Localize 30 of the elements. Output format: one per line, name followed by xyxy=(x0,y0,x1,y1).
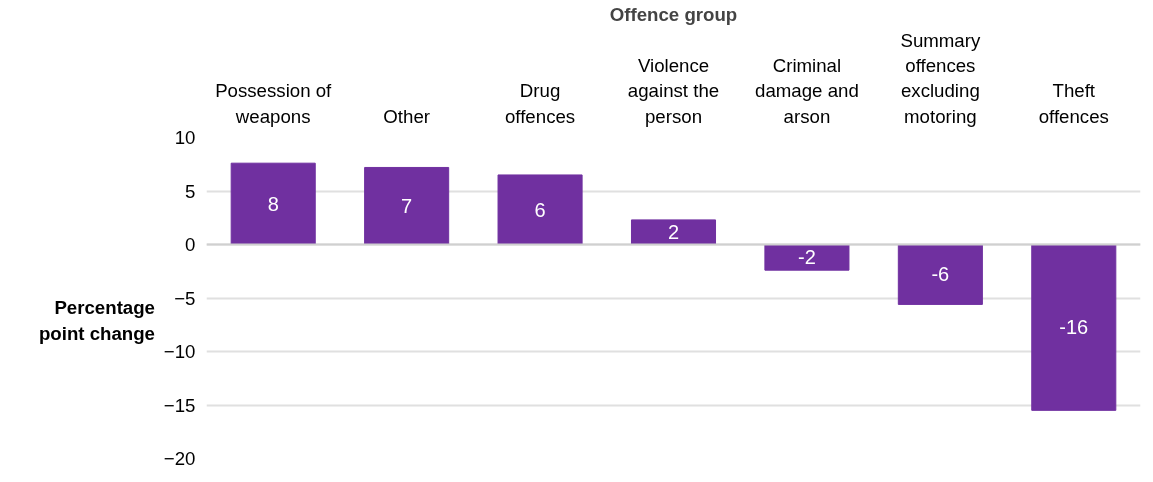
bar xyxy=(630,219,717,245)
bar xyxy=(497,174,583,245)
bar xyxy=(230,162,316,245)
x-tick-label: Possession of weapons xyxy=(215,80,333,127)
x-tick-label: Criminal damage and arson xyxy=(755,55,859,127)
x-tick-label: Drug offences xyxy=(504,80,576,127)
bar xyxy=(764,244,850,271)
y-tick-label: −15 xyxy=(163,394,196,416)
data-label: 6 xyxy=(534,198,546,221)
data-label: -6 xyxy=(931,263,950,286)
x-tick-label: Summary offences excluding motoring xyxy=(900,29,981,127)
y-tick-label: −20 xyxy=(163,448,196,469)
x-tick-label: Theft offences xyxy=(1038,80,1109,127)
bar xyxy=(364,166,450,245)
data-label: 8 xyxy=(267,192,279,215)
y-tick-label: 10 xyxy=(174,127,196,148)
bar xyxy=(1031,244,1117,411)
x-tick-label: Other xyxy=(383,105,430,127)
x-tick-label: Violence against the person xyxy=(627,55,720,127)
y-tick-label: 0 xyxy=(185,234,196,255)
x-axis-title: Offence group xyxy=(609,3,738,25)
y-axis-title: Percentage point change xyxy=(37,296,155,347)
bar xyxy=(897,244,983,305)
y-tick-label: −10 xyxy=(163,341,196,362)
data-label: 2 xyxy=(667,221,680,244)
y-tick-label: 5 xyxy=(185,180,196,202)
data-label: -16 xyxy=(1059,316,1089,339)
data-label: -2 xyxy=(798,246,816,269)
data-label: 7 xyxy=(401,194,413,217)
y-tick-label: −5 xyxy=(174,287,196,309)
